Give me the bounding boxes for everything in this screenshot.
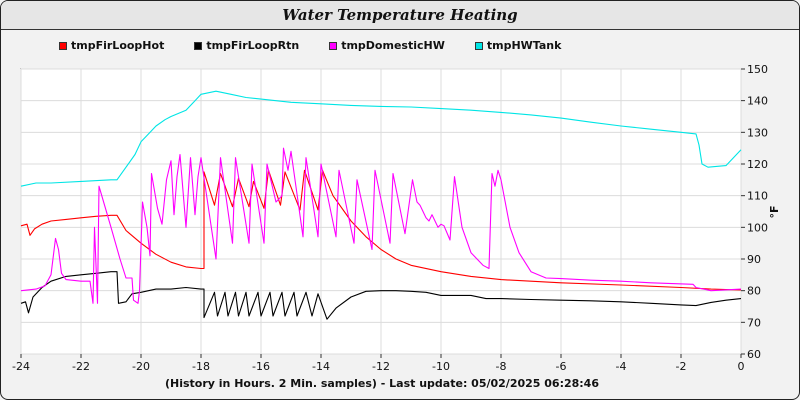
- x-tick-label: -16: [252, 360, 270, 373]
- legend-item-tmphwtank: tmpHWTank: [474, 39, 562, 52]
- x-tick-label: -24: [12, 360, 30, 373]
- x-tick-label: -10: [432, 360, 450, 373]
- legend-item-tmpfirlooprtn: tmpFirLoopRtn: [194, 39, 299, 52]
- ticks-layer: -24 -22 -20 -18 -16 -14 -12 -10 -8 -6 -4 -2 06070809…: [12, 63, 768, 373]
- legend-label-tmphwtank: tmpHWTank: [486, 39, 562, 52]
- y-tick-label: 60: [747, 348, 761, 361]
- x-tick-label: -18: [192, 360, 210, 373]
- x-tick-label: -8: [496, 360, 507, 373]
- series-line-tmpfirlooprtn: [20, 271, 742, 320]
- y-tick-label: 90: [747, 253, 761, 266]
- legend-label-tmpfirlooprtn: tmpFirLoopRtn: [206, 39, 300, 52]
- x-tick-label: -2: [676, 360, 687, 373]
- y-tick-label: 150: [747, 63, 768, 76]
- legend-swatch-tmphwtank: [474, 41, 483, 50]
- x-tick-label: -6: [556, 360, 567, 373]
- x-tick-label: -20: [132, 360, 150, 373]
- legend-swatch-tmpdomestichw: [329, 41, 338, 50]
- x-tick-label: -14: [312, 360, 330, 373]
- y-tick-label: 100: [747, 221, 768, 234]
- legend-item-tmpfirloophot: tmpFirLoopHot: [59, 39, 164, 52]
- y-tick-label: 80: [747, 285, 761, 298]
- legend-label-tmpfirloophot: tmpFirLoopHot: [71, 39, 165, 52]
- y-tick-label: 120: [747, 158, 768, 171]
- legend-swatch-tmpfirlooprtn: [194, 41, 203, 50]
- legend-item-tmpdomestichw: tmpDomesticHW: [329, 39, 445, 52]
- x-axis-label: (History in Hours. 2 Min. samples) - Las…: [165, 377, 599, 390]
- legend: tmpFirLoopHot tmpFirLoopRtn tmpDomesticH…: [59, 39, 591, 52]
- x-tick-label: 0: [738, 360, 745, 373]
- x-tick-label: -4: [616, 360, 627, 373]
- chart-title: Water Temperature Heating: [282, 6, 518, 24]
- series-line-tmphwtank: [20, 90, 742, 187]
- y-tick-label: 130: [747, 126, 768, 139]
- legend-label-tmpdomestichw: tmpDomesticHW: [341, 39, 445, 52]
- y-tick-label: 70: [747, 316, 761, 329]
- y-tick-label: 110: [747, 190, 768, 203]
- series-layer: [20, 90, 742, 320]
- series-line-tmpdomestichw: [20, 147, 742, 304]
- y-axis-label: °F: [768, 205, 781, 218]
- legend-swatch-tmpfirloophot: [59, 41, 67, 50]
- y-tick-label: 140: [747, 95, 768, 108]
- x-tick-label: -22: [72, 360, 90, 373]
- title-bar: Water Temperature Heating: [1, 1, 799, 30]
- x-tick-label: -12: [372, 360, 390, 373]
